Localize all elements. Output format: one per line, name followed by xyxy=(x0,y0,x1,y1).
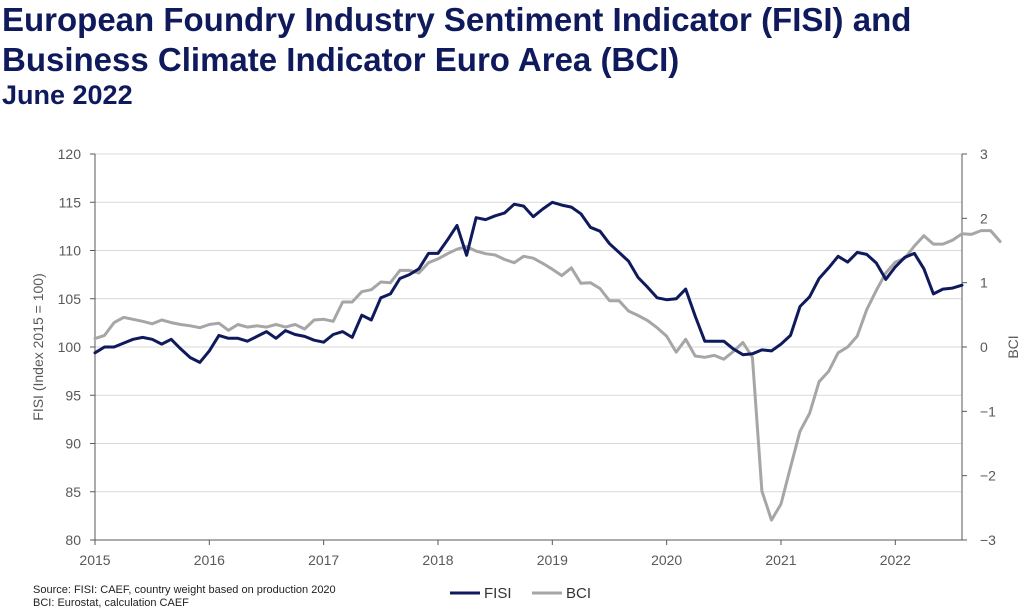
y-right-tick-label: 0 xyxy=(980,339,988,355)
chart-title-line2: Business Climate Indicator Euro Area (BC… xyxy=(2,41,680,78)
y-right-tick-label: 1 xyxy=(980,275,988,291)
x-tick-label: 2017 xyxy=(308,552,339,568)
y-right-axis-label: BCI xyxy=(1005,335,1021,358)
source-line-2: BCI: Eurostat, calculation CAEF xyxy=(33,597,189,609)
y-left-tick-label: 105 xyxy=(58,291,82,307)
y-left-tick-label: 120 xyxy=(58,146,82,162)
y-right-tick-label: 3 xyxy=(980,146,988,162)
legend-label-fisi: FISI xyxy=(484,585,512,602)
chart-title-line1: European Foundry Industry Sentiment Indi… xyxy=(2,1,912,38)
x-tick-label: 2016 xyxy=(194,552,225,568)
series-line-bci xyxy=(93,229,1002,522)
legend-label-bci: BCI xyxy=(566,585,591,602)
x-tick-label: 2020 xyxy=(651,552,682,568)
y-left-tick-label: 90 xyxy=(65,436,81,452)
y-right-tick-label: −2 xyxy=(980,468,996,484)
y-left-tick-label: 95 xyxy=(65,387,81,403)
source-line-1: Source: FISI: CAEF, country weight based… xyxy=(33,584,336,596)
series-line-fisi xyxy=(93,200,964,364)
y-left-tick-label: 100 xyxy=(58,339,82,355)
x-tick-label: 2021 xyxy=(765,552,796,568)
y-right-tick-label: 2 xyxy=(980,210,988,226)
y-right-tick-label: −1 xyxy=(980,403,996,419)
x-tick-label: 2022 xyxy=(880,552,911,568)
x-tick-label: 2015 xyxy=(79,552,110,568)
y-left-tick-label: 115 xyxy=(59,194,82,210)
y-left-tick-label: 85 xyxy=(65,484,81,500)
chart-title: European Foundry Industry Sentiment Indi… xyxy=(2,0,911,80)
source-note: Source: FISI: CAEF, country weight based… xyxy=(33,584,336,610)
y-left-tick-label: 110 xyxy=(59,243,82,259)
y-left-tick-label: 80 xyxy=(65,532,81,548)
x-tick-label: 2019 xyxy=(537,552,568,568)
y-right-tick-label: −3 xyxy=(980,532,996,548)
x-tick-label: 2018 xyxy=(422,552,453,568)
y-left-axis-label: FISI (Index 2015 = 100) xyxy=(30,273,46,420)
chart-subtitle: June 2022 xyxy=(2,80,133,110)
